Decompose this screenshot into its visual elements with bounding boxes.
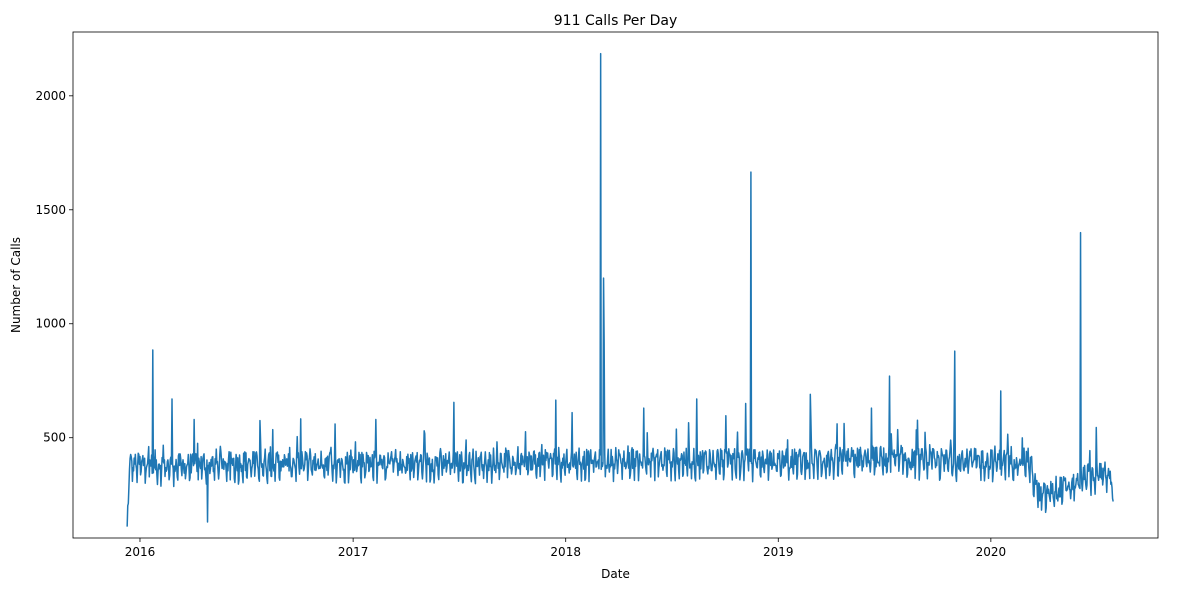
series-line (126, 52, 1114, 527)
y-tick-label: 1500 (35, 203, 66, 217)
y-tick-label: 2000 (35, 89, 66, 103)
x-tick-label: 2016 (125, 545, 156, 559)
y-axis-label: Number of Calls (9, 237, 23, 333)
chart-title: 911 Calls Per Day (554, 13, 677, 29)
x-tick-label: 2017 (338, 545, 369, 559)
x-tick-label: 2018 (550, 545, 581, 559)
x-axis-ticks: 2016 2017 2018 2019 2020 (125, 538, 1006, 559)
y-tick-label: 1000 (35, 317, 66, 331)
x-tick-label: 2020 (976, 545, 1007, 559)
x-axis-label: Date (601, 567, 630, 581)
series-layer (126, 52, 1114, 527)
y-axis-ticks: 500 1000 1500 2000 (35, 89, 73, 445)
x-tick-label: 2019 (763, 545, 794, 559)
y-tick-label: 500 (43, 431, 66, 445)
plot-frame (72, 31, 1159, 539)
